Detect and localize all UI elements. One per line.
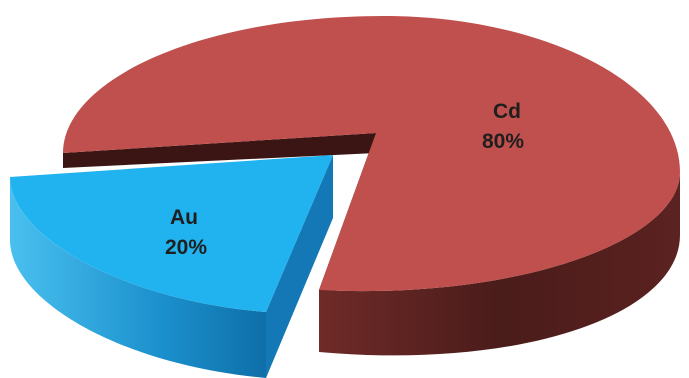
slice-cd-top [63,16,680,292]
slice-au-side [10,177,266,378]
slice-au-top [10,155,333,312]
slice-au-label: Au [170,206,198,229]
slice-au-cut-wall [266,155,333,378]
slice-cd-inner-wall [63,133,376,168]
slice-au: Au 20% [10,155,333,378]
slice-au-value: 20% [165,236,207,259]
slice-cd-side [319,172,680,356]
slice-cd: Cd 80% [63,16,680,356]
slice-cd-value: 80% [482,130,524,153]
slice-cd-label: Cd [493,100,521,123]
